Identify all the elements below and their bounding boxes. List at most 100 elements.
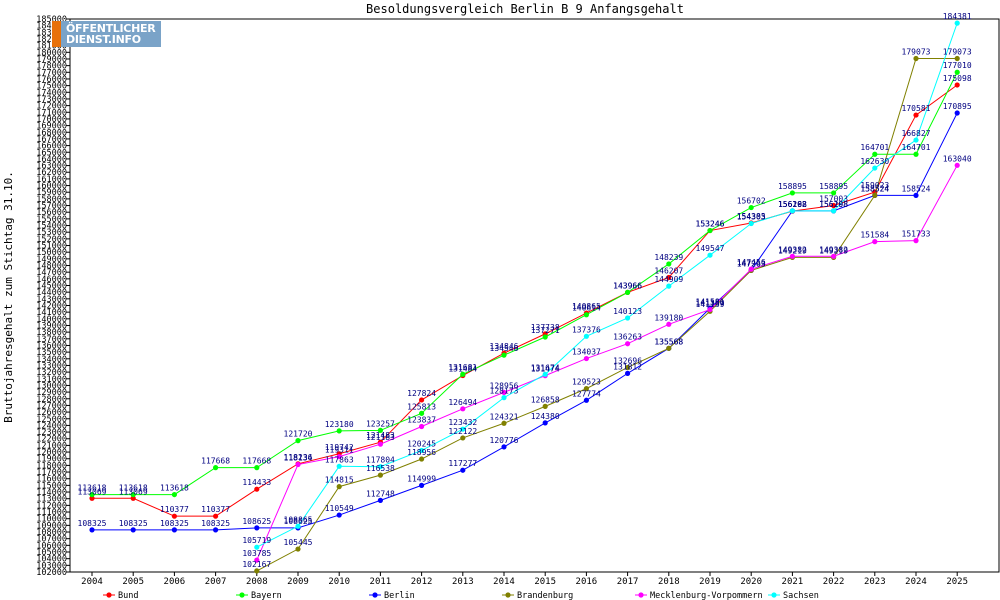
y-tick-label: 124000 (36, 421, 67, 431)
data-point (831, 208, 837, 214)
series-lines (89, 20, 960, 574)
data-label: 110377 (160, 505, 189, 514)
data-point (748, 266, 754, 272)
x-tick-label: 2019 (699, 577, 721, 587)
legend-swatch-marker (106, 592, 112, 598)
y-tick-label: 128000 (36, 395, 67, 405)
site-logo: ÖFFENTLICHER DIENST.INFO (52, 21, 161, 47)
data-label: 108865 (284, 515, 313, 524)
y-tick-label: 119000 (36, 455, 67, 465)
x-tick-label: 2023 (864, 577, 886, 587)
data-label: 136263 (613, 333, 642, 342)
data-point (336, 428, 342, 434)
y-tick-label: 121000 (36, 441, 67, 451)
y-tick-label: 168000 (36, 128, 67, 138)
data-label: 156208 (778, 200, 807, 209)
data-label: 123180 (325, 420, 354, 429)
y-tick-label: 115000 (36, 481, 67, 491)
legend: Bund Bayern Berlin Brandenburg Mecklenburg-V… (103, 591, 819, 600)
data-point (666, 261, 672, 267)
y-tick-label: 106000 (36, 541, 67, 551)
data-label: 147456 (737, 258, 766, 267)
data-label: 147263 (737, 259, 766, 268)
legend-label: Mecklenburg-Vorpommern (650, 591, 763, 600)
y-tick-label: 184000 (36, 22, 67, 32)
y-tick-label: 110000 (36, 515, 67, 525)
data-label: 132696 (613, 356, 642, 365)
data-label: 156198 (778, 200, 807, 209)
y-tick-label: 166000 (36, 142, 67, 152)
data-point (954, 55, 960, 62)
series-mecklenburg-vorpommern (254, 162, 960, 563)
y-tick-label: 158000 (36, 195, 67, 205)
data-point (419, 482, 425, 488)
data-point (171, 513, 177, 519)
data-point (542, 420, 548, 426)
data-point (913, 151, 919, 157)
y-tick-label: 167000 (36, 135, 67, 145)
legend-label: Bund (118, 591, 138, 600)
series-line (256, 22, 958, 548)
y-tick-label: 102000 (36, 568, 67, 578)
data-point (666, 283, 672, 289)
legend-swatch-marker (372, 592, 378, 598)
data-label: 113069 (119, 487, 148, 496)
data-point (625, 341, 631, 347)
data-point (419, 447, 425, 454)
data-point (501, 395, 507, 401)
data-point (748, 204, 754, 211)
data-point (954, 162, 960, 168)
data-label: 108325 (160, 519, 189, 528)
x-tick-label: 2013 (452, 577, 474, 587)
data-label: 123837 (407, 416, 436, 425)
data-label: 135568 (654, 337, 683, 346)
data-point (419, 423, 425, 430)
data-label: 121483 (366, 431, 395, 440)
data-point (954, 20, 960, 26)
data-label: 149547 (696, 244, 725, 253)
data-point (295, 546, 301, 552)
y-tick-label: 148000 (36, 262, 67, 272)
x-tick-labels: 2004 2005 2006 2007 2008 2009 2010 2011 2012 2013… (81, 577, 968, 587)
series-line (92, 72, 958, 496)
data-label: 157003 (819, 195, 848, 204)
data-point (583, 312, 590, 318)
data-label: 149219 (819, 246, 848, 255)
data-point (789, 253, 796, 259)
data-point (419, 456, 425, 462)
x-tick-label: 2004 (81, 577, 103, 587)
data-label: 131812 (613, 362, 642, 371)
data-point (707, 306, 713, 313)
legend-item-bund: Bund (103, 591, 138, 600)
data-point (666, 321, 672, 327)
data-label: 128956 (490, 381, 519, 390)
y-tick-label: 144000 (36, 288, 67, 298)
y-tick-label: 185000 (36, 15, 67, 25)
y-tick-label: 105000 (36, 548, 67, 558)
data-point (872, 151, 878, 157)
x-tick-label: 2008 (246, 577, 268, 587)
series-bund (89, 82, 960, 519)
x-tick-label: 2014 (493, 577, 515, 587)
data-label: 166827 (902, 129, 931, 138)
data-label: 117804 (366, 456, 395, 465)
data-label: 108325 (78, 519, 107, 528)
data-label: 113618 (78, 484, 107, 493)
legend-item-brandenburg: Brandenburg (502, 591, 573, 600)
data-label: 119742 (325, 443, 354, 452)
data-point (254, 568, 260, 574)
x-tick-label: 2024 (905, 577, 927, 587)
data-point (707, 227, 713, 234)
data-label: 126858 (531, 395, 560, 404)
data-label: 127774 (572, 389, 601, 398)
data-label: 117863 (325, 455, 354, 464)
legend-item-mecklenburg-vorpommern: Mecklenburg-Vorpommern (635, 591, 763, 600)
y-tick-label: 130000 (36, 381, 67, 391)
data-point (501, 420, 507, 426)
data-point (460, 371, 466, 377)
data-label: 118956 (407, 448, 436, 457)
data-point (542, 334, 548, 340)
data-label: 120245 (407, 439, 436, 448)
data-point (460, 435, 466, 441)
data-point (171, 491, 177, 498)
